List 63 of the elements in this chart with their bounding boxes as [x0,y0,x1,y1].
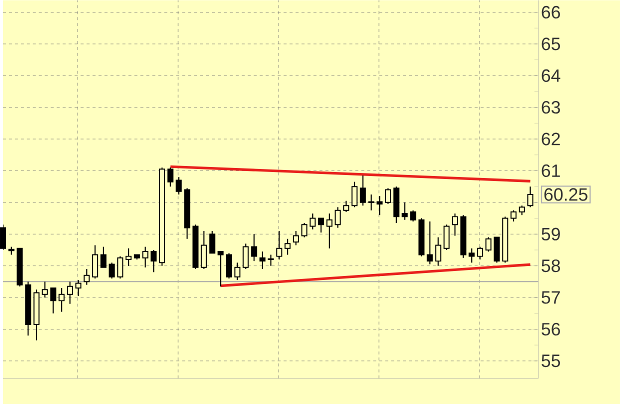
candlestick [92,244,98,279]
candlestick [318,218,324,233]
candlestick [485,236,492,252]
candlestick [50,287,56,314]
candlestick [426,220,433,265]
candlestick [518,204,525,216]
candlestick [84,268,90,286]
candlestick [200,230,207,270]
candlestick [494,236,500,264]
candlestick [292,230,299,246]
y-tick-label: 66 [542,6,560,18]
candlestick [150,249,157,273]
candlestick [276,230,282,260]
y-tick-label: 55 [542,354,560,368]
candlestick [126,248,132,266]
y-tick-label: 61 [542,164,560,177]
candlestick [251,233,258,262]
candlestick [42,281,48,298]
candlestick [334,206,341,228]
candlestick [301,222,308,238]
candlestick [284,238,291,256]
candlestick [176,176,182,195]
y-tick-label: 63 [542,100,560,114]
candlestick [435,236,442,266]
candlestick [100,246,106,268]
y-tick-label: 59 [542,228,560,240]
y-tick-label: 56 [542,322,560,336]
candlestick [310,212,316,230]
candlestick [368,194,374,211]
candlestick [352,181,358,208]
candlestick [343,200,350,212]
candlestick [468,248,475,264]
candlestick [242,242,249,270]
candlestick [452,212,458,236]
candlestick [226,252,232,279]
candlestick [510,210,517,222]
y-tick-label: 64 [542,69,560,82]
candlestick [66,281,73,304]
candlestick [477,246,484,260]
candlestick [376,195,383,216]
candlestick [444,224,450,250]
candlestick [218,250,224,287]
candlestick [142,246,148,268]
candlestick [167,166,174,188]
candlestick [326,212,332,249]
candlestick [75,279,82,296]
y-tick-label: 65 [542,38,560,50]
candlestick [268,254,274,266]
candlestick [117,256,124,279]
candlestick [384,188,392,204]
candlestick [209,230,216,254]
candlestick [527,186,534,208]
candlestick [410,210,416,222]
candlestick [234,262,240,281]
y-tick-label: 57 [542,291,560,304]
candlestick [402,202,408,220]
y-tick-label: 62 [542,132,560,146]
candlestick [259,250,266,270]
candlestick [108,262,115,279]
y-tick-label: 58 [542,259,560,272]
candlestick [360,174,366,206]
candlestick [58,287,65,312]
text: 60.25 [544,188,588,201]
